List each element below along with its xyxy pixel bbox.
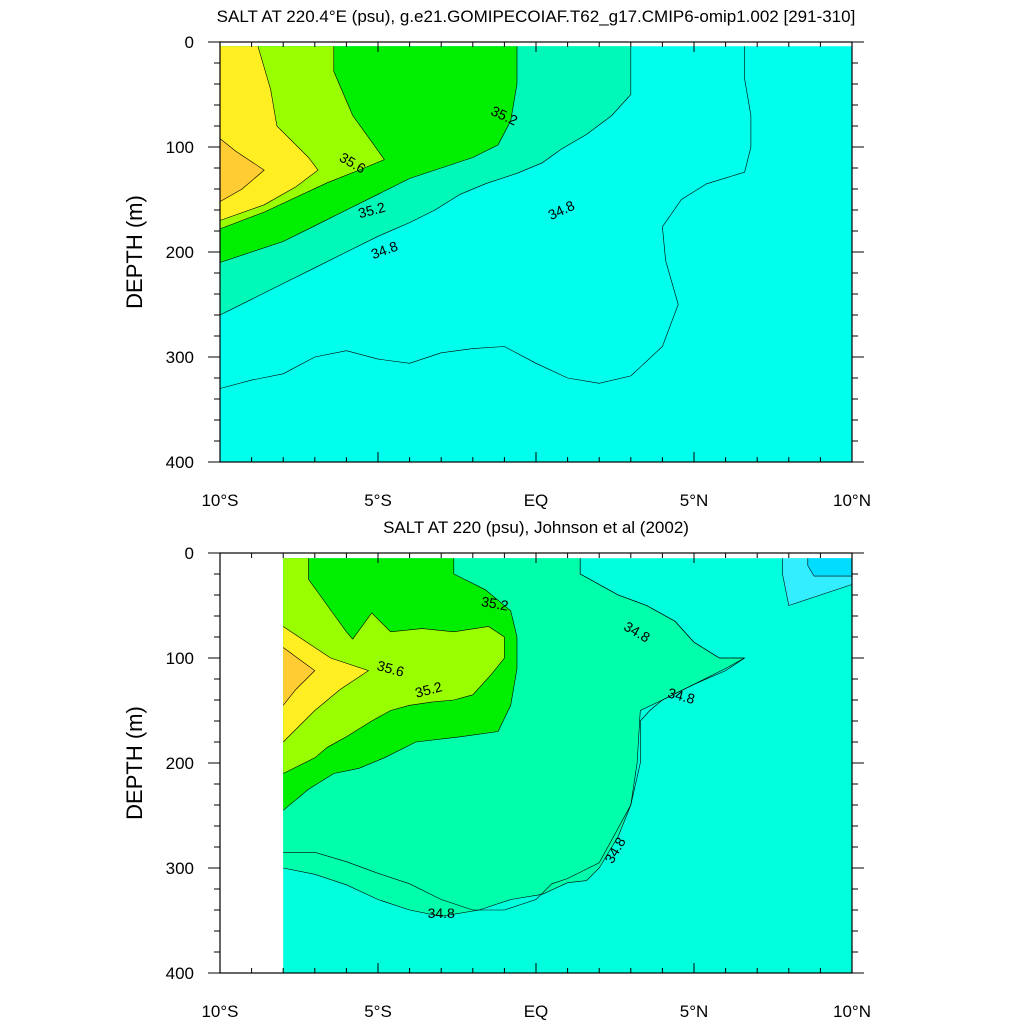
top-isoline-35.2 (219, 46, 518, 263)
bottom-isoline-35.6 (282, 626, 370, 743)
bottom-region-35.6 (283, 626, 369, 742)
bottom-region-35.4 (283, 558, 505, 774)
bottom-y-tick-label: 200 (166, 754, 194, 773)
top-region-35.8 (220, 138, 265, 202)
bottom-x-tick-label: EQ (524, 1002, 549, 1021)
bottom-isoline-35.4 (283, 558, 505, 774)
bottom-contour-label: 34.8 (666, 685, 697, 708)
top-y-tick-label: 100 (166, 138, 194, 157)
bottom-contour-label: 35.2 (480, 593, 510, 614)
bottom-x-tick-label: 5°N (680, 1002, 709, 1021)
top-panel-title: SALT AT 220.4°E (psu), g.e21.GOMIPECOIAF… (217, 7, 856, 26)
top-y-tick-label: 400 (166, 453, 194, 472)
bottom-isoline-34.6 (782, 558, 853, 606)
bottom-panel-plot-area: 35.234.835.635.2 34.834.834.8 (282, 558, 853, 973)
top-x-tick-label: 10°N (833, 491, 871, 510)
bottom-panel: SALT AT 220 (psu), Johnson et al (2002) … (122, 518, 871, 1021)
bottom-isoline-35.2 (283, 558, 518, 811)
bottom-isoline-35 (283, 558, 745, 917)
bottom-isoline-34.4 (807, 558, 852, 577)
bottom-y-tick-label: 400 (166, 964, 194, 983)
top-x-tick-label: EQ (524, 491, 549, 510)
top-x-tick-label: 10°S (201, 491, 238, 510)
bottom-panel-y-axis-label: DEPTH (m) (122, 706, 147, 820)
top-isoline-35 (219, 46, 632, 316)
bottom-region-35.8 (283, 647, 315, 706)
top-isoline-35.8 (219, 138, 265, 202)
top-panel: SALT AT 220.4°E (psu), g.e21.GOMIPECOIAF… (122, 7, 871, 510)
bottom-x-tick-label: 10°N (833, 1002, 871, 1021)
bottom-contour-label: 35.2 (413, 678, 444, 701)
bottom-isoline-35.8 (282, 647, 316, 706)
top-x-tick-label: 5°S (364, 491, 392, 510)
bottom-y-tick-label: 300 (166, 859, 194, 878)
top-contour-label: 35.2 (356, 199, 387, 222)
bottom-y-tick-label: 100 (166, 649, 194, 668)
top-isoline-35.6 (219, 46, 319, 221)
top-isoline-34.8 (219, 46, 752, 389)
bottom-x-tick-label: 5°S (364, 1002, 392, 1021)
top-panel-plot-area: 35.235.635.2 34.834.8 (219, 46, 852, 462)
bottom-contour-label: 35.6 (375, 657, 406, 680)
bottom-panel-title: SALT AT 220 (psu), Johnson et al (2002) (383, 518, 689, 537)
bottom-x-tick-label: 10°S (201, 1002, 238, 1021)
top-y-tick-label: 200 (166, 243, 194, 262)
top-y-tick-label: 0 (185, 33, 194, 52)
bottom-region-34.4 (807, 558, 852, 577)
bottom-contour-label: 34.8 (428, 905, 455, 921)
top-panel-y-axis-label: DEPTH (m) (122, 195, 147, 309)
top-x-tick-label: 5°N (680, 491, 709, 510)
bottom-y-tick-label: 0 (185, 544, 194, 563)
top-isoline-35.4 (219, 46, 385, 230)
top-y-tick-label: 300 (166, 348, 194, 367)
